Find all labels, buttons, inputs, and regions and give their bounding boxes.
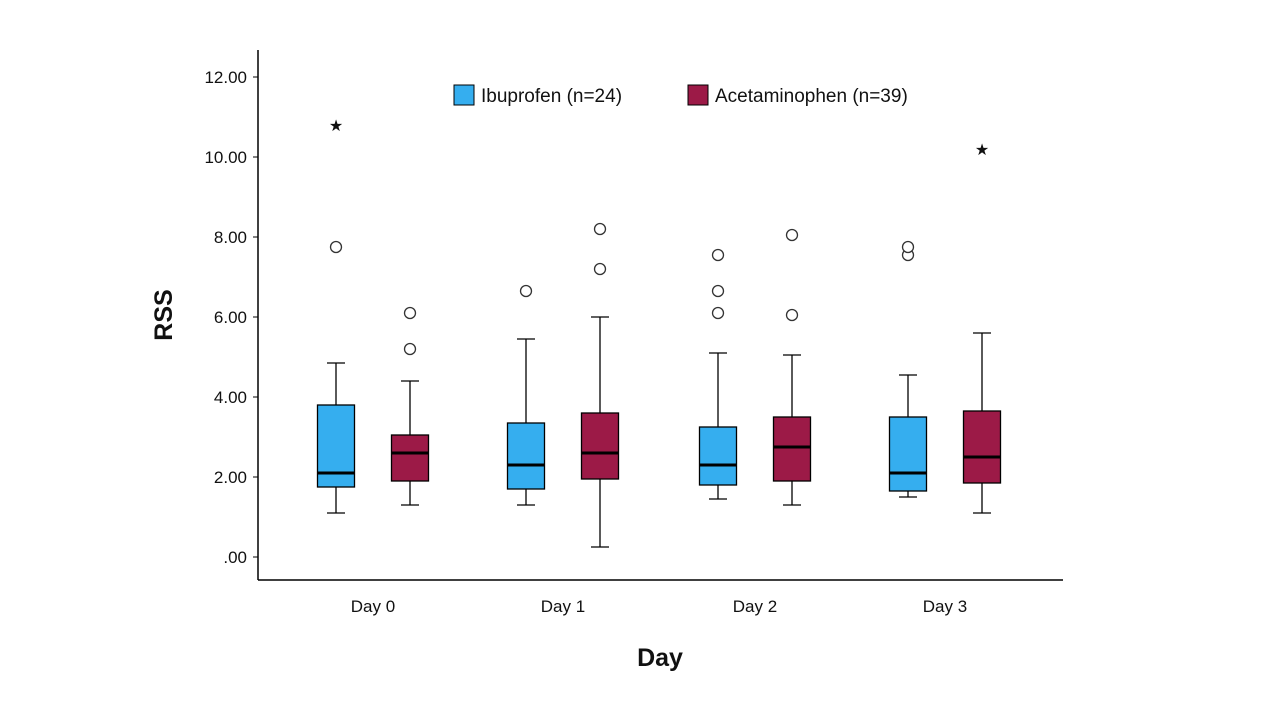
- iqr-box: [698, 426, 738, 486]
- box-acetaminophen-day-3: ★: [962, 140, 1002, 514]
- y-tick-label: .00: [223, 548, 247, 567]
- outlier-point: [593, 262, 607, 276]
- iqr-box: [390, 434, 430, 482]
- x-axis-title: Day: [637, 644, 683, 672]
- extreme-outlier-point: ★: [975, 140, 989, 159]
- outlier-point: [901, 240, 915, 254]
- iqr-box: [888, 416, 928, 492]
- y-tick-label: 4.00: [214, 388, 247, 407]
- x-tick-labels: Day 0 Day 1 Day 2 Day 3: [351, 597, 967, 616]
- legend: Ibuprofen (n=24) Acetaminophen (n=39): [453, 84, 908, 107]
- y-tick-label: 8.00: [214, 228, 247, 247]
- outlier-point: [711, 306, 725, 320]
- legend-label-acetaminophen: Acetaminophen (n=39): [715, 86, 908, 107]
- iqr-box: [580, 412, 620, 480]
- outlier-point: [403, 306, 417, 320]
- extreme-outlier-point: ★: [329, 116, 343, 135]
- box-groups: ★★: [316, 116, 1002, 548]
- box-acetaminophen-day-0: [390, 306, 430, 506]
- x-tick-label: Day 0: [351, 597, 395, 616]
- outlier-point: [711, 248, 725, 262]
- outlier-point: [711, 284, 725, 298]
- box-ibuprofen-day-1: [506, 284, 546, 506]
- y-tick-label: 12.00: [204, 68, 247, 87]
- y-axis-title: RSS: [150, 289, 178, 340]
- iqr-box: [772, 416, 812, 482]
- iqr-box: [506, 422, 546, 490]
- y-tick-label: 10.00: [204, 148, 247, 167]
- legend-swatch-acetaminophen: [687, 84, 709, 106]
- x-tick-label: Day 2: [733, 597, 777, 616]
- y-tick-labels: .00 2.00 4.00 6.00 8.00 10.00 12.00: [204, 68, 258, 567]
- box-ibuprofen-day-2: [698, 248, 738, 500]
- outlier-point: [519, 284, 533, 298]
- iqr-box: [962, 410, 1002, 484]
- legend-swatch-ibuprofen: [453, 84, 475, 106]
- outlier-point: [593, 222, 607, 236]
- legend-label-ibuprofen: Ibuprofen (n=24): [481, 86, 622, 107]
- axes: [257, 50, 1063, 581]
- box-ibuprofen-day-3: [888, 240, 928, 498]
- x-tick-label: Day 1: [541, 597, 585, 616]
- box-ibuprofen-day-0: ★: [316, 116, 356, 514]
- box-acetaminophen-day-2: [772, 228, 812, 506]
- outlier-point: [785, 228, 799, 242]
- outlier-point: [329, 240, 343, 254]
- outlier-point: [403, 342, 417, 356]
- box-acetaminophen-day-1: [580, 222, 620, 548]
- iqr-box: [316, 404, 356, 488]
- outlier-point: [785, 308, 799, 322]
- y-tick-label: 2.00: [214, 468, 247, 487]
- y-tick-label: 6.00: [214, 308, 247, 327]
- x-tick-label: Day 3: [923, 597, 967, 616]
